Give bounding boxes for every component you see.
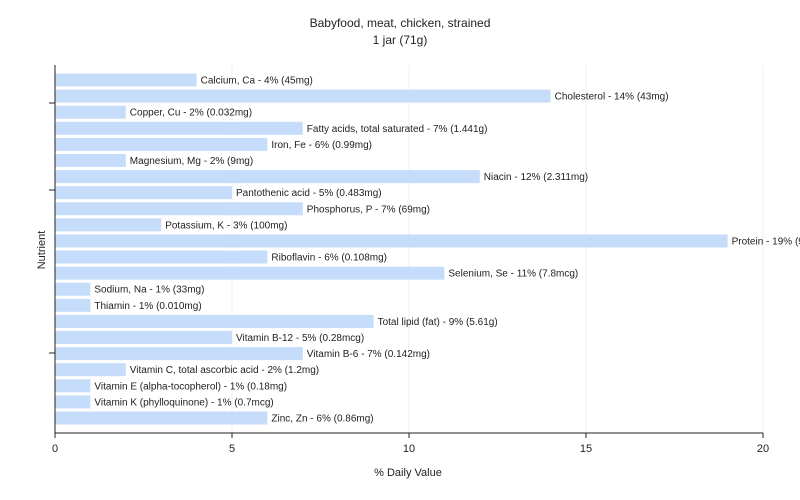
- x-tick-label: 5: [229, 443, 235, 455]
- bar: [55, 89, 551, 103]
- x-tick-label: 15: [580, 443, 592, 455]
- bar: [55, 395, 91, 409]
- bar: [55, 298, 91, 312]
- bar-label: Vitamin C, total ascorbic acid - 2% (1.2…: [130, 365, 319, 376]
- x-axis-title: % Daily Value: [374, 467, 442, 479]
- x-tick-label: 10: [403, 443, 415, 455]
- chart-title: Babyfood, meat, chicken, strained: [310, 16, 491, 30]
- bar-label: Pantothenic acid - 5% (0.483mg): [236, 188, 382, 199]
- bar-label: Protein - 19% (9.73g): [732, 236, 800, 247]
- bar-label: Calcium, Ca - 4% (45mg): [201, 76, 313, 87]
- gridlines: [231, 65, 764, 433]
- bar-label: Potassium, K - 3% (100mg): [165, 220, 287, 231]
- bars: Calcium, Ca - 4% (45mg) Cholesterol - 14%…: [55, 73, 800, 425]
- bar-label: Niacin - 12% (2.311mg): [484, 172, 588, 183]
- bar-label: Magnesium, Mg - 2% (9mg): [130, 156, 253, 167]
- bar-label: Sodium, Na - 1% (33mg): [94, 285, 204, 296]
- bar-label: Iron, Fe - 6% (0.99mg): [271, 140, 372, 151]
- bar: [55, 282, 91, 296]
- bar: [55, 170, 480, 184]
- bar-label: Vitamin K (phylloquinone) - 1% (0.7mcg): [94, 397, 273, 408]
- x-tick-label: 20: [757, 443, 769, 455]
- bar: [55, 186, 232, 200]
- bar-label: Phosphorus, P - 7% (69mg): [307, 204, 430, 215]
- bar: [55, 218, 162, 232]
- bar: [55, 202, 303, 216]
- bar: [55, 347, 303, 361]
- chart-subtitle: 1 jar (71g): [373, 33, 428, 47]
- bar-label: Total lipid (fat) - 9% (5.61g): [378, 317, 498, 328]
- bar: [55, 234, 728, 248]
- bar-label: Zinc, Zn - 6% (0.86mg): [271, 414, 373, 425]
- x-tick-label: 0: [52, 443, 58, 455]
- bar: [55, 266, 445, 280]
- bar-label: Fatty acids, total saturated - 7% (1.441…: [307, 124, 488, 135]
- bar-label: Cholesterol - 14% (43mg): [555, 92, 669, 103]
- bar-label: Copper, Cu - 2% (0.032mg): [130, 108, 252, 119]
- bar: [55, 331, 232, 345]
- bar: [55, 105, 126, 119]
- bar-label: Vitamin E (alpha-tocopherol) - 1% (0.18m…: [94, 381, 287, 392]
- y-axis-title: Nutrient: [36, 231, 48, 270]
- bar: [55, 250, 268, 264]
- bar-label: Thiamin - 1% (0.010mg): [94, 301, 201, 312]
- bar: [55, 137, 268, 151]
- bar: [55, 314, 374, 328]
- bar-label: Vitamin B-6 - 7% (0.142mg): [307, 349, 430, 360]
- bar-label: Vitamin B-12 - 5% (0.28mcg): [236, 333, 364, 344]
- bar: [55, 153, 126, 167]
- bar: [55, 363, 126, 377]
- bar: [55, 121, 303, 135]
- bar-label: Selenium, Se - 11% (7.8mcg): [448, 269, 578, 280]
- bar-label: Riboflavin - 6% (0.108mg): [271, 253, 387, 264]
- bar: [55, 411, 268, 425]
- bar: [55, 379, 91, 393]
- axes: 0 5 10 15 20: [49, 65, 769, 455]
- bar: [55, 73, 197, 87]
